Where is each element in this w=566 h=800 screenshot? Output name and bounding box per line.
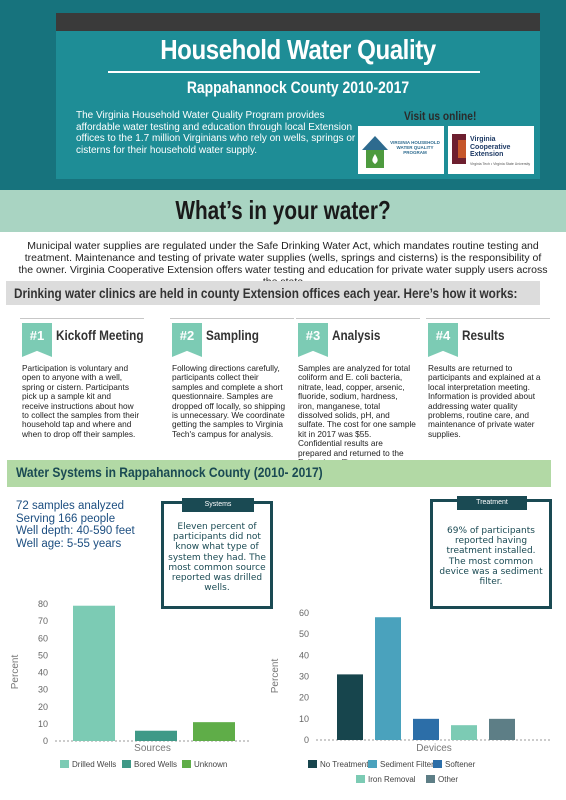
bar-drilled-wells [73, 605, 115, 741]
treatment-callout-tab: Treatment [457, 496, 527, 510]
step-text: Results are returned to participants and… [428, 363, 541, 439]
page-title: Household Water Quality [160, 34, 436, 65]
y-axis-label: Percent [270, 659, 281, 694]
bar-sediment-filter [375, 617, 401, 740]
legend-label: No Treatment [320, 760, 369, 769]
legend-label: Iron Removal [368, 775, 416, 784]
y-tick-label: 40 [38, 668, 48, 678]
y-tick-label: 70 [38, 616, 48, 626]
step-text: Following directions carefully, particip… [172, 363, 286, 439]
y-tick-label: 40 [299, 650, 309, 660]
title-divider [108, 71, 480, 73]
header-top-bar [56, 13, 540, 31]
lead-paragraph: Municipal water supplies are regulated u… [18, 240, 548, 288]
y-tick-label: 50 [38, 650, 48, 660]
y-tick-label: 0 [304, 735, 309, 745]
step-title: Results [462, 327, 505, 343]
legend-label: Sediment Filter [380, 760, 434, 769]
legend-swatch [308, 760, 317, 768]
vce-logo-text: Virginia Cooperative Extension [470, 136, 511, 158]
y-axis-label: Percent [10, 655, 21, 690]
clinics-heading: Drinking water clinics are held in count… [14, 285, 518, 301]
legend-label: Softener [445, 760, 476, 769]
vce-logo-subtext: Virginia Tech • Virginia State Universit… [470, 162, 531, 166]
legend-swatch [426, 775, 435, 783]
step-divider [20, 318, 144, 319]
systems-callout-tab: Systems [182, 498, 254, 512]
systems-callout: Systems Eleven percent of participants d… [161, 498, 273, 609]
y-tick-label: 30 [299, 672, 309, 682]
bar-softener [413, 718, 439, 740]
legend-swatch [60, 760, 69, 768]
bar-unknown [193, 722, 235, 741]
step-title: Analysis [332, 327, 381, 343]
legend-label: Other [438, 775, 458, 784]
bar-no-treatment [337, 674, 363, 740]
vce-emblem-icon [452, 134, 466, 164]
step-divider [170, 318, 294, 319]
step-divider [296, 318, 420, 319]
bar-bored-wells [135, 730, 177, 741]
treatment-callout-text: 69% of participants reported having trea… [439, 526, 543, 588]
step-title: Kickoff Meeting [56, 327, 144, 343]
systems-band [7, 460, 551, 487]
systems-heading: Water Systems in Rappahannock County (20… [16, 464, 323, 480]
intro-text: The Virginia Household Water Quality Pro… [76, 110, 356, 156]
vhwqp-logo-text: VIRGINIA HOUSEHOLD WATER QUALITY PROGRAM [390, 140, 440, 155]
y-tick-label: 20 [38, 702, 48, 712]
legend-swatch [433, 760, 442, 768]
x-axis-label: Sources [134, 743, 171, 754]
legend-label: Unknown [194, 760, 227, 769]
y-tick-label: 10 [299, 714, 309, 724]
bar-iron-removal [451, 725, 477, 740]
stat-samples: 72 samples analyzed [16, 500, 125, 512]
legend-swatch [368, 760, 377, 768]
clinics-bar [6, 281, 540, 305]
step-divider [426, 318, 550, 319]
legend-swatch [182, 760, 191, 768]
y-tick-label: 10 [38, 719, 48, 729]
visit-online-label: Visit us online! [404, 109, 477, 123]
systems-callout-text: Eleven percent of participants did not k… [168, 522, 266, 594]
y-tick-label: 30 [38, 685, 48, 695]
y-tick-label: 20 [299, 693, 309, 703]
vce-logo[interactable]: Virginia Cooperative Extension Virginia … [448, 126, 534, 174]
y-tick-label: 0 [43, 736, 48, 746]
y-tick-label: 80 [38, 599, 48, 609]
section-title: What’s in your water? [175, 195, 391, 225]
house-water-icon [362, 136, 388, 168]
legend-label: Bored Wells [134, 760, 177, 769]
legend-swatch [122, 760, 131, 768]
x-axis-label: Devices [416, 743, 452, 754]
step-title: Sampling [206, 327, 259, 343]
section-band [0, 190, 566, 232]
stat-depth: Well depth: 40-590 feet [16, 525, 135, 537]
legend-label: Drilled Wells [72, 760, 116, 769]
step-text: Participation is voluntary and open to a… [22, 363, 140, 439]
stat-age: Well age: 5-55 years [16, 537, 122, 550]
y-tick-label: 60 [38, 633, 48, 643]
treatment-callout: Treatment 69% of participants reported h… [430, 496, 552, 609]
bar-other [489, 718, 515, 740]
page-subtitle: Rappahannock County 2010-2017 [186, 78, 410, 97]
vhwqp-logo[interactable]: VIRGINIA HOUSEHOLD WATER QUALITY PROGRAM [358, 126, 444, 174]
stat-people: Serving 166 people [16, 512, 116, 525]
y-tick-label: 60 [299, 608, 309, 618]
legend-swatch [356, 775, 365, 783]
sample-stats: 72 samples analyzed Serving 166 people W… [16, 500, 135, 550]
y-tick-label: 50 [299, 629, 309, 639]
